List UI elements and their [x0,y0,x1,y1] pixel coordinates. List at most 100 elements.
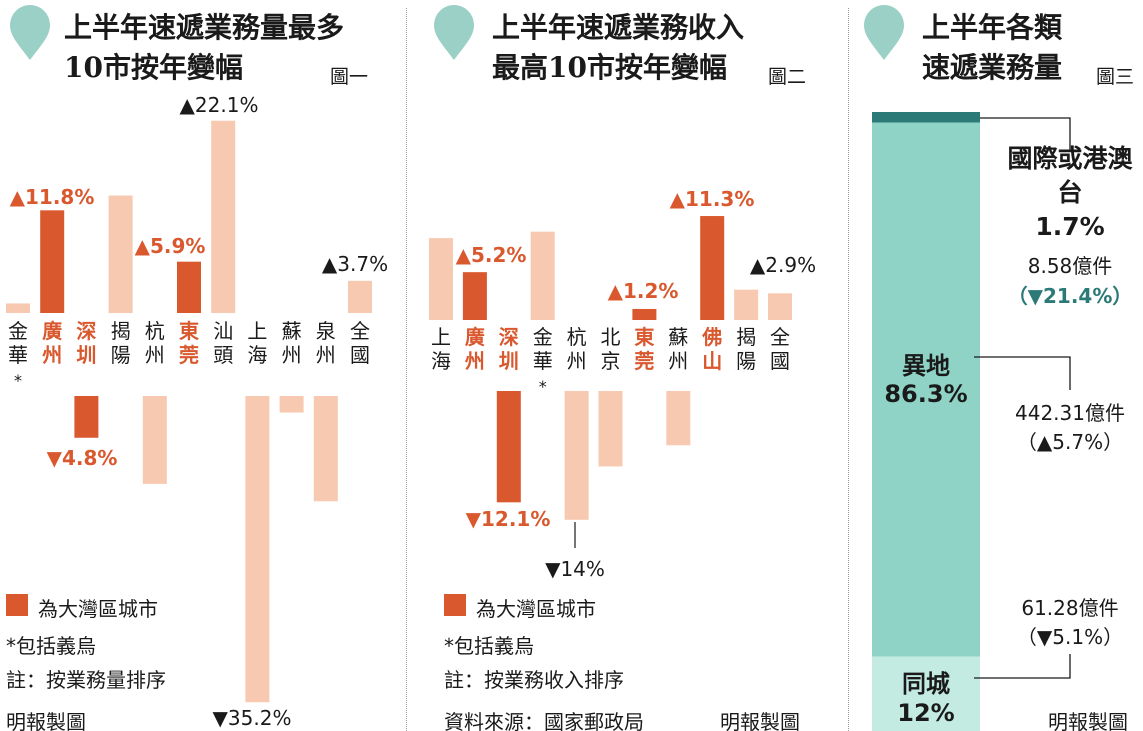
panel2-note: 註：按業務收入排序 [444,668,624,692]
category-label-4: 杭 [567,325,587,349]
panel2-legend-swatch [444,594,466,616]
category-label-0: 金 [8,319,28,343]
category-label-4: 州 [145,343,165,367]
category-label-6: 頭 [213,343,233,367]
segment-international-change: （▼21.4%） [1007,284,1133,308]
category-label-8: 山 [702,349,722,373]
segment-intercity-amount: 442.31億件 [1015,401,1125,425]
value-label-2: ▼12.1% [466,507,551,531]
panel2-footnote: *包括義烏 [444,634,534,658]
category-label-3: 揭 [111,319,131,343]
bar-10 [768,293,792,320]
stack-segment-2 [872,656,980,731]
stack-segment-1 [872,122,980,657]
panel1-credit: 明報製圖 [6,710,86,731]
bar-3 [530,231,555,320]
category-label-1: 廣 [465,325,485,349]
panel2-figure-label: 圖二 [768,66,807,88]
bar-7 [245,396,270,703]
teardrop-icon [434,5,474,60]
bar-2 [496,391,521,503]
panel3-stacked-bar [872,112,1071,731]
category-label-2: 深 [499,325,519,349]
category-label-2: 圳 [76,343,96,367]
value-label-6: ▲22.1% [180,93,259,117]
segment-intercity-name: 異地 [902,352,950,380]
bar-9 [734,289,759,320]
bar-10 [348,280,372,313]
panel1-title-line2: 10市按年變幅 [64,51,243,84]
category-label-2: 圳 [499,349,519,373]
category-label-9: 陽 [736,349,756,373]
bar-1 [462,272,487,320]
value-label-8: ▲11.3% [670,187,755,211]
bar-0 [429,238,453,320]
category-label-10: 國 [350,343,370,367]
panel1-figure-label: 圖一 [330,66,369,88]
bar-1 [40,210,65,313]
panel1-title-line1: 上半年速遞業務量最多 [64,11,345,44]
value-label-7: ▼35.2% [213,706,292,730]
bar-2 [74,396,99,438]
category-label-2: 深 [76,319,96,343]
category-label-9: 揭 [736,325,756,349]
panel1-footnote: *包括義烏 [6,634,96,658]
panel1-legend-swatch [6,594,28,616]
category-label-5: 京 [601,349,621,373]
bar-7 [666,391,691,446]
panel1-note: 註：按業務量排序 [6,668,166,692]
category-label-5: 東 [179,319,199,343]
connector-samecity [974,654,1071,679]
category-label-0: 海 [431,349,451,373]
segment-samecity-amount: 61.28億件 [1021,596,1119,620]
panel2-source: 資料來源：國家郵政局 [444,710,644,731]
stack-segment-0 [872,112,980,123]
segment-international-pct: 1.7% [1035,212,1105,241]
category-label-8: 州 [282,343,302,367]
value-label-1: ▲5.2% [456,243,527,267]
bar-6 [632,308,657,320]
bar-6 [211,120,236,313]
category-label-7: 州 [668,349,688,373]
category-label-10: 全 [770,325,790,349]
category-label-8: 蘇 [282,319,302,343]
category-label-8: 佛 [701,325,722,349]
panel3-title-line2: 速遞業務量 [922,51,1063,84]
value-label-4: ▼14% [545,557,605,581]
category-label-0: 華 [8,343,28,367]
value-label-1: ▲11.8% [10,185,95,209]
bar-0 [6,303,30,313]
connector-intercity [974,356,1071,390]
category-label-6: 莞 [634,349,654,373]
category-label-10: 國 [770,349,790,373]
panel2-legend-label: 為大灣區城市 [476,597,596,621]
segment-intercity-pct: 86.3% [884,380,968,408]
panel-volume-change: 上半年速遞業務量最多 10市按年變幅 圖一 金華 * 廣州 ▲11.8% 深圳 ▼4.8%… [0,0,405,731]
category-label-1: 州 [42,343,62,367]
panel2-credit: 明報製圖 [720,710,800,731]
category-label-9: 泉 [316,319,336,343]
teardrop-icon [10,5,50,60]
segment-international-name: 國際或港澳台 [1007,144,1133,207]
panel1-legend-label: 為大灣區城市 [38,597,158,621]
bar-5 [598,391,623,467]
panel3-title-line1: 上半年各類 [922,11,1063,44]
segment-samecity-change: （▼5.1%） [1016,625,1124,649]
category-label-10: 全 [350,319,370,343]
category-label-1: 州 [465,349,485,373]
category-label-0: * [14,371,22,390]
segment-intercity-change: （▲5.7%） [1016,430,1124,454]
value-label-10: ▲3.7% [322,252,388,276]
divider [848,8,849,731]
panel3-figure-label: 圖三 [1096,66,1135,88]
segment-international-amount: 8.58億件 [1027,254,1113,278]
category-label-6: 汕 [213,319,233,343]
bar-4 [564,391,589,520]
divider [406,8,407,731]
bar-8 [700,216,725,320]
category-label-7: 海 [247,343,267,367]
value-label-10: ▲2.9% [750,253,816,277]
category-label-3: 陽 [111,343,131,367]
panel-revenue-change: 上半年速遞業務收入 最高10市按年變幅 圖二 上海廣州 ▲5.2% 深圳 ▼12.1%… [410,0,846,731]
category-label-4: 州 [567,349,587,373]
